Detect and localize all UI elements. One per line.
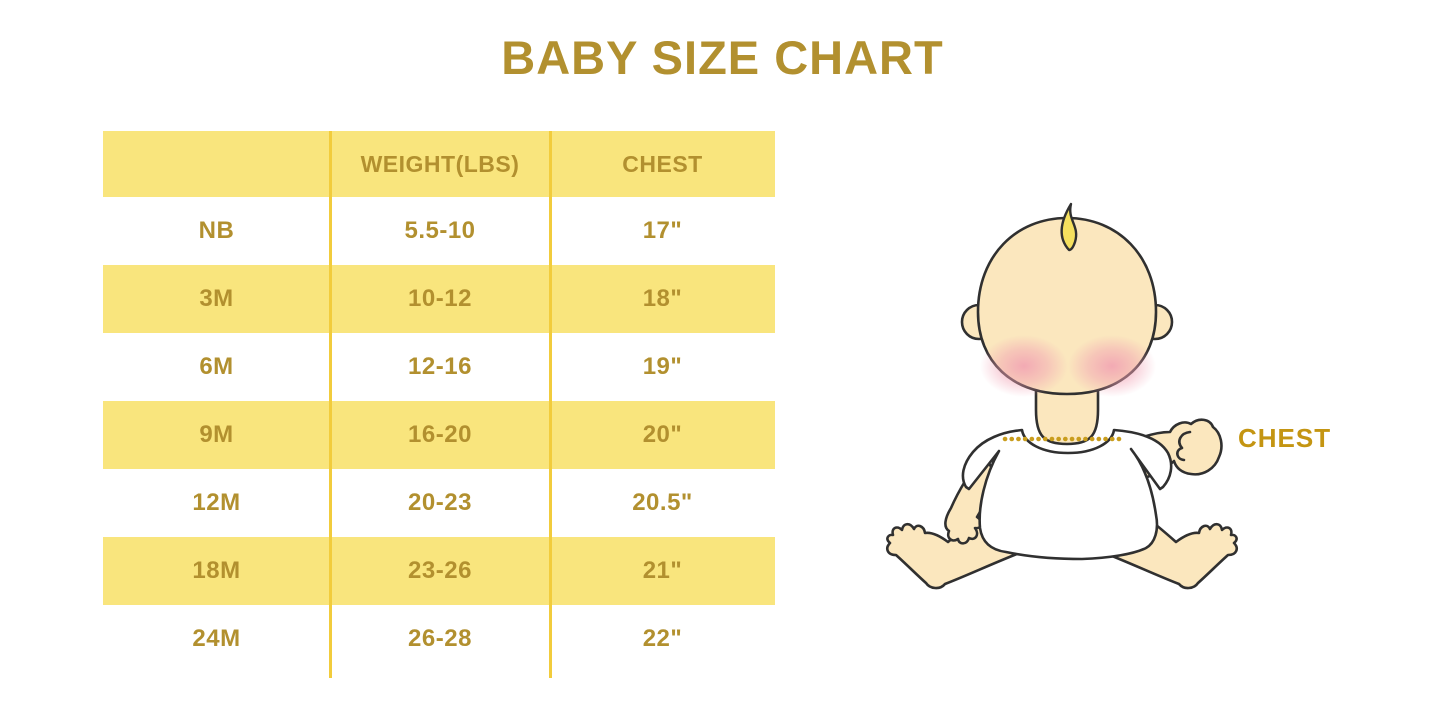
- cell-size: 9M: [199, 421, 234, 448]
- cell-size: 3M: [199, 285, 234, 312]
- cell-chest: 19": [642, 353, 683, 380]
- cell-weight: 10-12: [408, 285, 472, 312]
- header-cell-chest: CHEST: [622, 150, 703, 177]
- table-row-18m: 18M 23-26 21": [103, 537, 775, 605]
- page-title: BABY SIZE CHART: [501, 31, 944, 84]
- cell-size: NB: [198, 217, 235, 244]
- header-cell-size: [103, 131, 330, 197]
- table-row-24m: 24M 26-28 22": [103, 605, 775, 673]
- baby-fist-curl-lines: [1176, 430, 1192, 462]
- chest-annotation-label: CHEST: [1238, 423, 1332, 453]
- cell-weight: 26-28: [408, 625, 472, 652]
- baby-illustration: [872, 196, 1252, 606]
- header-cell-weight: WEIGHT(LBS): [360, 150, 520, 177]
- cell-size: 24M: [192, 625, 241, 652]
- cell-chest: 20": [642, 421, 683, 448]
- table-row-6m: 6M 12-16 19": [103, 333, 775, 401]
- column-divider-1: [329, 131, 332, 678]
- baby-left-cheek-blush: [980, 335, 1068, 397]
- column-divider-2: [549, 131, 552, 678]
- table-row-9m: 9M 16-20 20": [103, 401, 775, 469]
- cell-weight: 20-23: [408, 489, 472, 516]
- cell-chest: 21": [642, 557, 683, 584]
- baby-right-cheek-blush: [1068, 335, 1156, 397]
- cell-size: 6M: [199, 353, 234, 380]
- cell-weight: 23-26: [408, 557, 472, 584]
- cell-size: 12M: [192, 489, 241, 516]
- cell-weight: 5.5-10: [404, 217, 476, 244]
- table-header-row: WEIGHT(LBS) CHEST: [103, 131, 775, 197]
- baby-hair-curl: [1060, 202, 1078, 252]
- cell-weight: 12-16: [408, 353, 472, 380]
- cell-chest: 20.5": [632, 489, 693, 516]
- baby-svg-image: [886, 202, 1238, 590]
- table-row-3m: 3M 10-12 18": [103, 265, 775, 333]
- cell-chest: 17": [642, 217, 683, 244]
- cell-chest: 18": [642, 285, 683, 312]
- size-table: WEIGHT(LBS) CHEST NB 5.5-10 17" 3M 10-12…: [103, 131, 775, 678]
- table-row-nb: NB 5.5-10 17": [103, 197, 775, 265]
- table-row-12m: 12M 20-23 20.5": [103, 469, 775, 537]
- cell-chest: 22": [642, 625, 683, 652]
- cell-weight: 16-20: [408, 421, 472, 448]
- cell-size: 18M: [192, 557, 241, 584]
- baby-shirt: [961, 428, 1173, 561]
- baby-neck: [1034, 384, 1100, 446]
